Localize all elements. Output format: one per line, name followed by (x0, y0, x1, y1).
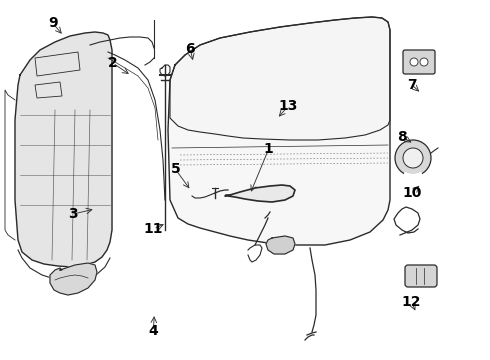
Text: 7: 7 (407, 78, 416, 91)
Polygon shape (15, 32, 112, 267)
Text: 8: 8 (397, 130, 407, 144)
Circle shape (410, 58, 418, 66)
Text: 10: 10 (403, 186, 422, 199)
Polygon shape (50, 263, 97, 295)
Text: 6: 6 (185, 42, 195, 55)
Text: 11: 11 (144, 222, 163, 235)
Text: 3: 3 (68, 207, 77, 221)
Polygon shape (225, 185, 295, 202)
Polygon shape (168, 17, 390, 245)
FancyBboxPatch shape (403, 50, 435, 74)
Text: 4: 4 (148, 324, 158, 338)
Polygon shape (266, 236, 295, 254)
Text: 9: 9 (48, 17, 58, 30)
Text: 1: 1 (264, 143, 273, 156)
Circle shape (403, 148, 423, 168)
Circle shape (420, 58, 428, 66)
FancyBboxPatch shape (405, 265, 437, 287)
Text: 13: 13 (278, 99, 298, 113)
Polygon shape (170, 17, 390, 140)
Circle shape (395, 140, 431, 176)
Text: 2: 2 (108, 56, 118, 70)
Text: 5: 5 (171, 162, 180, 176)
Text: 12: 12 (402, 296, 421, 309)
